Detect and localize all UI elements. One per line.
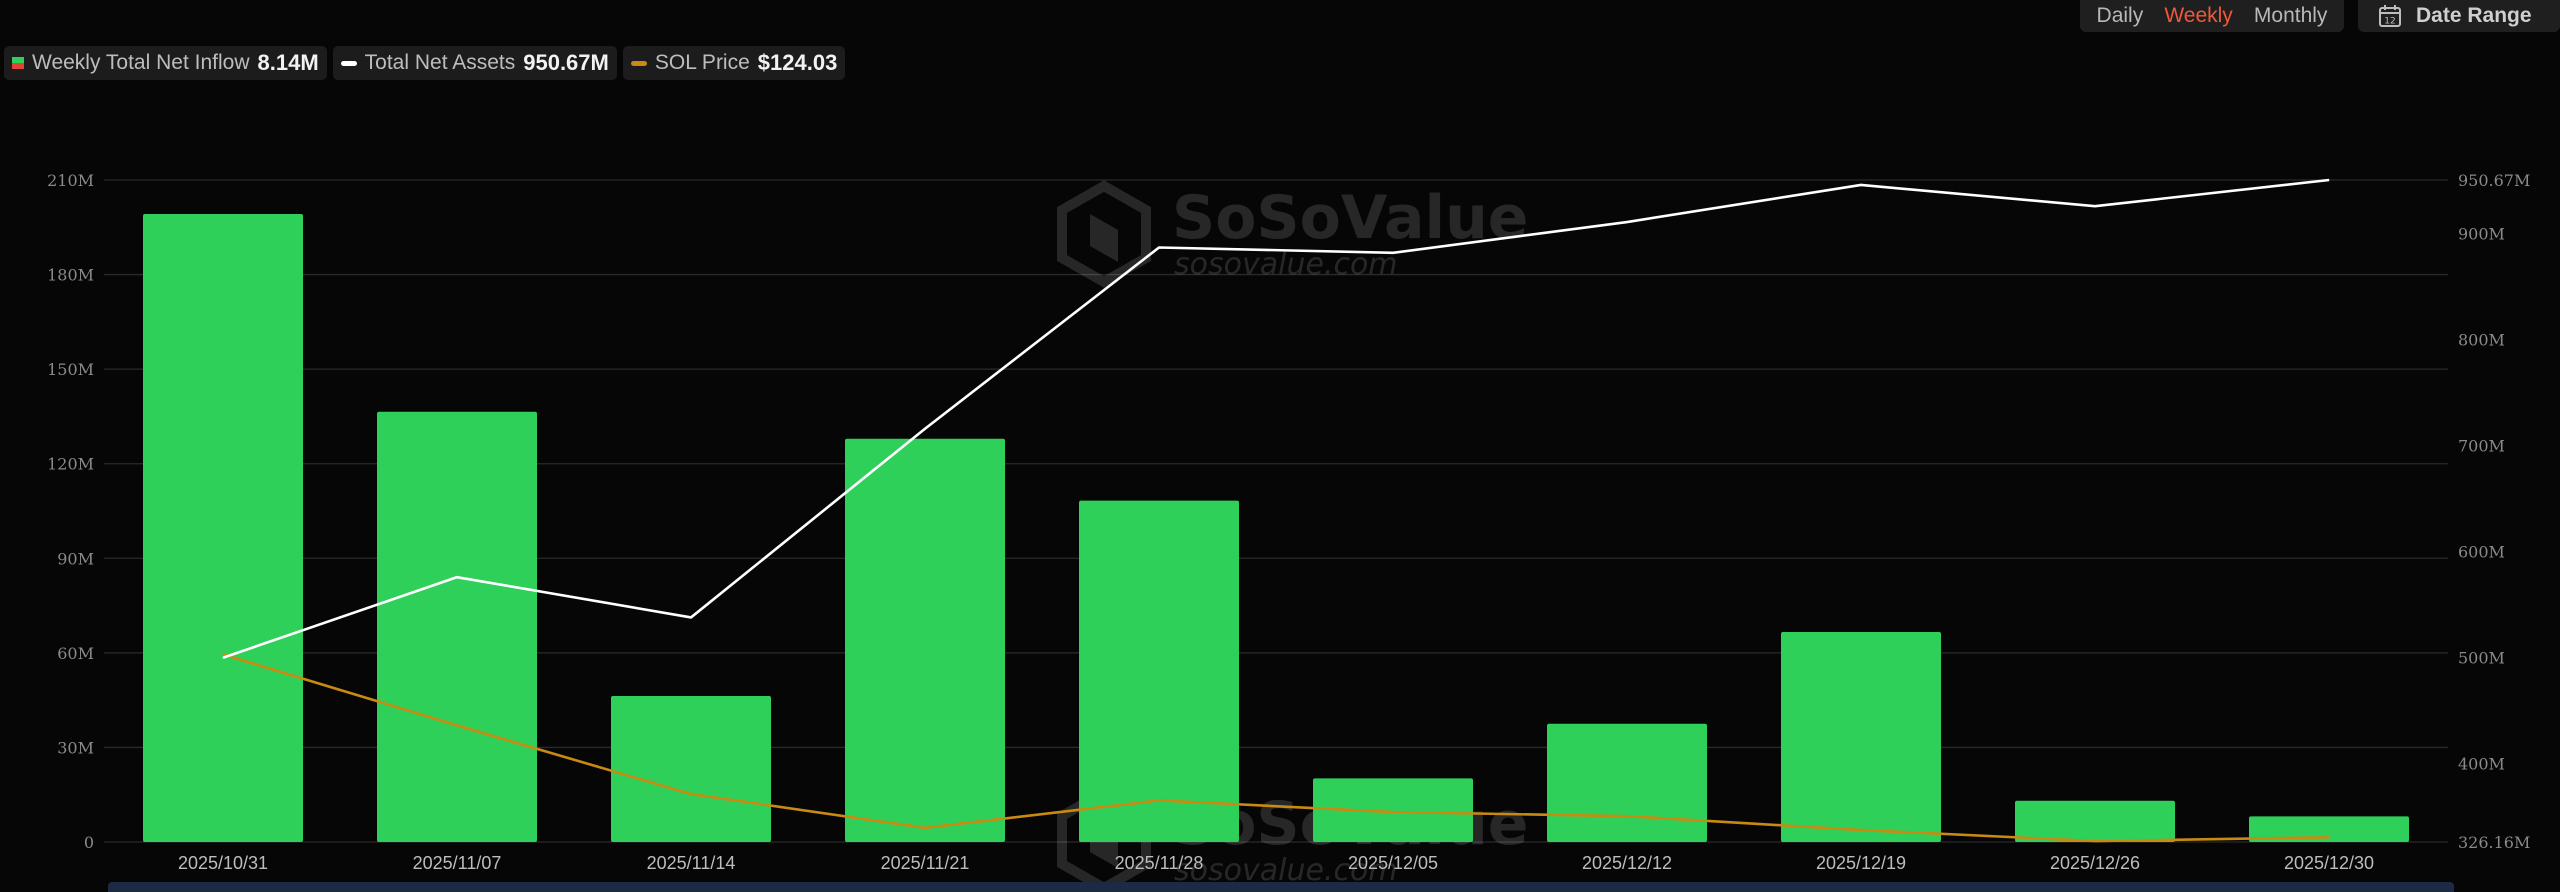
net-assets-point <box>1860 184 1862 186</box>
left-axis-tick-label: 150M <box>47 360 94 379</box>
sol-price-point <box>1158 799 1160 801</box>
inflow-bar[interactable] <box>2015 800 2175 842</box>
left-axis-tick-label: 180M <box>47 266 94 285</box>
date-range-button[interactable]: 12 Date Range <box>2358 0 2560 32</box>
legend-value: 950.67M <box>523 50 609 75</box>
watermark-brand: SoSoValue <box>1172 183 1528 253</box>
sol-price-point <box>222 653 224 655</box>
calendar-day-text: 12 <box>2384 17 2395 27</box>
net-assets-point <box>1626 221 1628 223</box>
left-axis-tick-label: 210M <box>47 171 94 190</box>
right-axis-tick-label: 700M <box>2458 437 2505 456</box>
net-assets-swatch-icon <box>340 60 357 66</box>
net-assets-point <box>222 657 224 659</box>
legend-value: 8.14M <box>257 50 319 75</box>
sol-price-point <box>2094 840 2096 842</box>
x-axis-date-label: 2025/11/14 <box>647 853 736 873</box>
right-axis-tick-label: 900M <box>2458 225 2505 244</box>
legend-value: $124.03 <box>757 50 838 75</box>
period-weekly-button[interactable]: Weekly <box>2164 4 2233 27</box>
inflow-bar[interactable] <box>2249 816 2409 842</box>
x-axis-date-label: 2025/11/21 <box>881 853 970 873</box>
inflow-bar[interactable] <box>377 411 537 842</box>
net-assets-point <box>2094 205 2096 207</box>
x-axis-date-label: 2025/11/28 <box>1115 853 1204 873</box>
sol-price-point <box>690 793 692 795</box>
sol-price-point <box>1626 815 1628 817</box>
net-assets-point <box>690 616 692 618</box>
chart-legend: Weekly Total Net Inflow 8.14M Total Net … <box>4 46 846 80</box>
inflow-bar[interactable] <box>1547 723 1707 842</box>
right-axis-tick-label: 500M <box>2458 649 2505 668</box>
inflow-bar[interactable] <box>143 214 303 842</box>
sol-price-line[interactable] <box>222 653 2330 843</box>
net-assets-line[interactable] <box>222 178 2330 659</box>
inflow-swatch-icon <box>12 57 24 69</box>
x-axis-date-label: 2025/12/19 <box>1816 853 1906 873</box>
inflow-bar[interactable] <box>1313 778 1473 842</box>
period-toggle: Daily Weekly Monthly <box>2080 0 2344 32</box>
net-assets-point <box>2328 179 2330 181</box>
left-axis-tick-label: 120M <box>47 455 94 474</box>
watermark-logo-icon <box>1057 180 1151 288</box>
x-axis-date-label: 2025/12/30 <box>2284 853 2374 873</box>
sol-price-point <box>1860 829 1862 831</box>
calendar-icon: 12 <box>2379 5 2401 27</box>
date-range-label: Date Range <box>2416 4 2532 27</box>
inflow-bar[interactable] <box>1781 632 1941 842</box>
sol-price-point <box>1392 811 1394 813</box>
legend-sol-price[interactable]: SOL Price $124.03 <box>622 46 846 80</box>
net-assets-point <box>924 428 926 430</box>
left-axis-tick-label: 30M <box>57 738 94 757</box>
left-axis: 0 30M 60M 90M 120M 150M 180M 210M <box>47 171 94 852</box>
x-axis-date-label: 2025/12/05 <box>1348 853 1438 873</box>
x-axis-date-label: 2025/10/31 <box>178 853 268 873</box>
net-assets-point <box>456 576 458 578</box>
inflow-bar[interactable] <box>611 696 771 842</box>
net-assets-point <box>1158 246 1160 248</box>
right-axis-tick-label: 400M <box>2458 755 2505 774</box>
x-axis-date-label: 2025/11/07 <box>413 853 502 873</box>
right-axis-tick-label: 326.16M <box>2458 833 2530 852</box>
legend-total-net-assets[interactable]: Total Net Assets 950.67M <box>332 46 617 80</box>
legend-label: Total Net Assets <box>364 51 516 74</box>
series-lines <box>222 178 2330 843</box>
period-monthly-button[interactable]: Monthly <box>2253 4 2328 27</box>
x-axis-date-label: 2025/12/26 <box>2050 853 2140 873</box>
legend-label: SOL Price <box>654 51 750 74</box>
right-axis-tick-label: 600M <box>2458 543 2505 562</box>
range-scrollbar[interactable] <box>108 882 2454 892</box>
x-axis: 2025/10/31 2025/11/07 2025/11/14 2025/11/21… <box>178 853 2374 873</box>
net-assets-point <box>1392 252 1394 254</box>
right-axis: 326.16M 400M 500M 600M 700M 800M 900M 950.67M <box>2458 171 2530 852</box>
inflow-bar[interactable] <box>845 438 1005 842</box>
legend-label: Weekly Total Net Inflow <box>32 51 250 74</box>
x-axis-date-label: 2025/12/12 <box>1582 853 1672 873</box>
period-daily-button[interactable]: Daily <box>2096 4 2144 27</box>
left-axis-tick-label: 0 <box>84 833 94 852</box>
legend-weekly-net-inflow[interactable]: Weekly Total Net Inflow 8.14M <box>4 46 327 80</box>
left-axis-tick-label: 90M <box>57 549 94 568</box>
left-axis-tick-label: 60M <box>57 644 94 663</box>
right-axis-tick-label: 950.67M <box>2458 171 2530 190</box>
sol-price-point <box>924 827 926 829</box>
sol-price-swatch-icon <box>630 60 647 66</box>
right-axis-tick-label: 800M <box>2458 331 2505 350</box>
inflow-bars <box>143 214 2409 842</box>
inflow-bar[interactable] <box>1079 500 1239 842</box>
sol-price-point <box>2328 836 2330 838</box>
sol-price-point <box>456 724 458 726</box>
